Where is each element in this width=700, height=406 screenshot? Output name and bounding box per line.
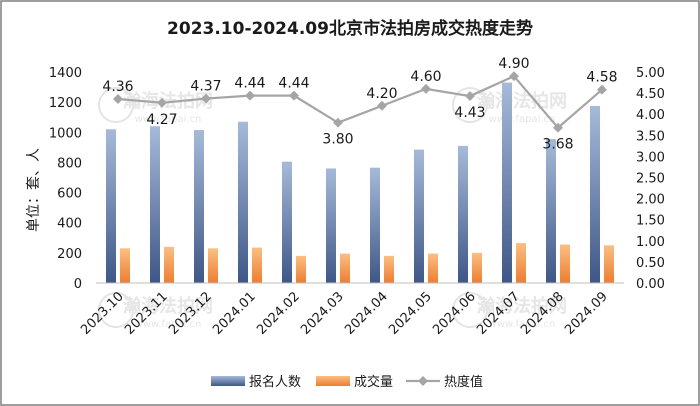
legend-swatch-signups (211, 376, 245, 386)
bar-signups (370, 167, 380, 283)
left-tick-label: 1400 (49, 66, 82, 81)
right-tick-label: 2.50 (636, 172, 665, 187)
right-tick-label: 3.00 (636, 150, 665, 165)
y-axis-label: 单位：套、人 (26, 148, 42, 232)
heat-value-label: 4.36 (102, 79, 133, 95)
right-tick-label: 5.00 (636, 66, 665, 81)
bar-signups (106, 129, 116, 283)
heat-point (245, 90, 255, 101)
heat-value-label: 4.44 (278, 76, 309, 92)
legend: 报名人数 成交量 热度值 (211, 374, 483, 390)
bar-signups (282, 161, 292, 283)
watermark-seal-icon (452, 87, 488, 123)
bar-deals (604, 245, 614, 283)
bar-deals (472, 252, 482, 283)
left-axis-ticks: 0 200 400 600 800 1000 1200 1400 (49, 66, 82, 292)
legend-label-signups: 报名人数 (249, 374, 301, 390)
heat-line-series: 4.36 4.27 4.37 4.44 4.44 3.80 4.20 4.60 4.43 4.90… (102, 56, 617, 152)
left-tick-label: 400 (57, 217, 82, 232)
bar-deals (208, 248, 218, 283)
left-tick-label: 200 (57, 247, 82, 262)
watermark-brand: 瀚海法拍网 (123, 90, 213, 112)
bar-deals (516, 243, 526, 283)
watermark-url: www.fapai.cn (489, 114, 556, 125)
heat-point (597, 84, 607, 95)
right-tick-label: 0.00 (636, 277, 665, 292)
bar-signups (326, 168, 336, 283)
watermark-brand: 瀚海法拍网 (123, 295, 213, 317)
bar-deals (340, 253, 350, 283)
right-tick-label: 0.50 (636, 256, 665, 271)
bar-deals (384, 255, 394, 283)
bar-deals (164, 246, 174, 283)
bar-deals (120, 248, 130, 283)
heat-value-label: 4.90 (498, 56, 529, 72)
watermark-brand: 瀚海法拍网 (477, 295, 567, 317)
bar-deals (428, 253, 438, 283)
heat-line (117, 74, 603, 130)
right-tick-label: 4.00 (636, 108, 665, 123)
bar-deals (296, 255, 306, 283)
heat-value-label: 4.20 (366, 86, 397, 102)
heat-value-label: 4.43 (454, 105, 485, 121)
heat-point (553, 122, 563, 133)
bar-signups (458, 145, 468, 283)
right-tick-label: 1.50 (636, 214, 665, 229)
heat-point (201, 93, 211, 104)
heat-value-label: 4.44 (234, 76, 265, 92)
watermark-url: www.fapai.cn (135, 319, 202, 330)
left-tick-label: 0 (74, 277, 82, 292)
right-tick-label: 2.00 (636, 193, 665, 208)
legend-swatch-deals (316, 376, 350, 386)
bar-deals (252, 247, 262, 283)
left-tick-label: 1000 (49, 126, 82, 141)
watermarks: 瀚海法拍网 www.fapai.cn 瀚海法拍网 www.fapai.cn 瀚海法拍网 w… (98, 87, 567, 330)
heat-point (113, 94, 123, 104)
bar-signups (194, 130, 204, 283)
legend-marker-heat (418, 376, 428, 386)
bar-signups (590, 105, 600, 284)
heat-value-label: 3.80 (322, 132, 353, 148)
watermark-seal-icon (452, 292, 488, 328)
watermark-url: www.fapai.cn (489, 319, 556, 330)
heat-value-label: 4.60 (410, 69, 441, 85)
right-tick-label: 1.00 (636, 235, 665, 250)
left-tick-label: 800 (57, 156, 82, 171)
watermark-seal-icon (98, 292, 134, 328)
bar-signups (150, 126, 160, 283)
bar-signups (502, 82, 512, 283)
heat-value-label: 3.68 (542, 137, 573, 153)
watermark-seal-icon (98, 87, 134, 123)
heat-value-label: 4.58 (586, 70, 617, 86)
right-tick-label: 3.50 (636, 129, 665, 144)
bar-signups (546, 139, 556, 283)
bar-signups (414, 149, 424, 283)
bar-signups (238, 121, 248, 283)
legend-label-deals: 成交量 (354, 374, 393, 390)
chart-title: 2023.10-2024.09北京市法拍房成交热度走势 (167, 18, 533, 39)
right-axis-ticks: 0.00 0.50 1.00 1.50 2.00 2.50 3.00 3.50 4.00 4.50… (636, 66, 665, 292)
heat-value-label: 4.27 (146, 112, 177, 128)
heat-point (157, 97, 167, 108)
watermark-brand: 瀚海法拍网 (477, 90, 567, 112)
watermark-url: www.fapai.cn (135, 114, 202, 125)
heat-value-label: 4.37 (190, 79, 221, 95)
legend-label-heat: 热度值 (444, 374, 483, 390)
bars (106, 82, 614, 284)
heat-point (289, 90, 299, 101)
left-tick-label: 1200 (49, 96, 82, 111)
bar-deals (560, 244, 570, 283)
left-tick-label: 600 (57, 187, 82, 202)
right-tick-label: 4.50 (636, 87, 665, 102)
